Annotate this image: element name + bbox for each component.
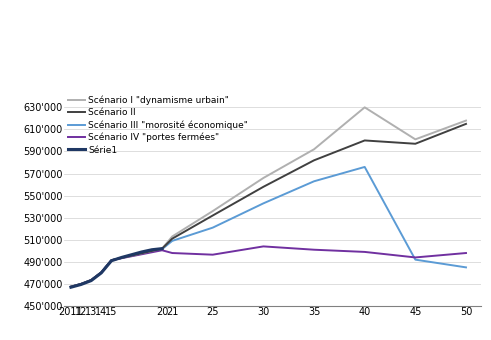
- Série1: [159, 246, 165, 251]
- Scénario I "dynamisme urbain": [159, 246, 165, 251]
- Scénario II: [169, 237, 175, 241]
- Scénario IV "portes fermées": [78, 282, 84, 286]
- Scénario II: [109, 258, 114, 262]
- Série1: [109, 259, 114, 263]
- Scénario III "morosité économique": [88, 278, 94, 282]
- Scénario I "dynamisme urbain": [260, 176, 266, 180]
- Line: Scénario III "morosité économique": Scénario III "morosité économique": [71, 167, 466, 287]
- Série1: [149, 248, 155, 252]
- Scénario II: [311, 158, 317, 163]
- Line: Scénario II: Scénario II: [71, 124, 466, 287]
- Scénario II: [260, 185, 266, 189]
- Scénario III "morosité économique": [412, 258, 418, 262]
- Scénario III "morosité économique": [311, 179, 317, 183]
- Scénario II: [78, 282, 84, 286]
- Série1: [129, 253, 135, 257]
- Série1: [88, 278, 94, 283]
- Legend: Scénario I "dynamisme urbain", Scénario II, Scénario III "morosité économique", : Scénario I "dynamisme urbain", Scénario …: [68, 96, 248, 155]
- Scénario III "morosité économique": [159, 247, 165, 251]
- Série1: [139, 250, 145, 254]
- Scénario IV "portes fermées": [210, 253, 216, 257]
- Scénario I "dynamisme urbain": [463, 119, 469, 123]
- Scénario II: [68, 285, 74, 289]
- Scénario IV "portes fermées": [68, 285, 74, 289]
- Scénario IV "portes fermées": [463, 251, 469, 255]
- Scénario IV "portes fermées": [98, 270, 104, 274]
- Scénario I "dynamisme urbain": [78, 282, 84, 286]
- Série1: [78, 283, 84, 287]
- Scénario II: [412, 142, 418, 146]
- Scénario IV "portes fermées": [412, 255, 418, 259]
- Scénario III "morosité économique": [109, 258, 114, 262]
- Scénario III "morosité économique": [169, 239, 175, 243]
- Scénario I "dynamisme urbain": [88, 278, 94, 282]
- Scénario II: [210, 214, 216, 218]
- Scénario IV "portes fermées": [169, 251, 175, 255]
- Scénario I "dynamisme urbain": [412, 137, 418, 141]
- Scénario III "morosité économique": [463, 265, 469, 269]
- Scénario I "dynamisme urbain": [311, 147, 317, 151]
- Série1: [119, 255, 125, 259]
- Scénario IV "portes fermées": [109, 258, 114, 262]
- Scénario I "dynamisme urbain": [362, 105, 368, 109]
- Scénario IV "portes fermées": [159, 248, 165, 252]
- Line: Série1: Série1: [71, 249, 162, 287]
- Scénario II: [463, 122, 469, 126]
- Scénario II: [159, 246, 165, 251]
- Line: Scénario IV "portes fermées": Scénario IV "portes fermées": [71, 246, 466, 287]
- Série1: [98, 271, 104, 275]
- Scénario III "morosité économique": [78, 282, 84, 286]
- Scénario I "dynamisme urbain": [210, 209, 216, 213]
- Scénario III "morosité économique": [68, 285, 74, 289]
- Scénario IV "portes fermées": [260, 244, 266, 249]
- Scénario I "dynamisme urbain": [109, 258, 114, 262]
- Scénario I "dynamisme urbain": [169, 234, 175, 238]
- Scénario III "morosité économique": [362, 165, 368, 169]
- Scénario I "dynamisme urbain": [98, 270, 104, 274]
- Série1: [68, 285, 74, 289]
- Scénario IV "portes fermées": [311, 248, 317, 252]
- Scénario IV "portes fermées": [362, 250, 368, 254]
- Scénario II: [88, 278, 94, 282]
- Scénario III "morosité économique": [210, 226, 216, 230]
- Scénario IV "portes fermées": [88, 278, 94, 282]
- Scénario II: [98, 270, 104, 274]
- Line: Scénario I "dynamisme urbain": Scénario I "dynamisme urbain": [71, 107, 466, 287]
- Scénario III "morosité économique": [260, 201, 266, 205]
- Scénario II: [362, 138, 368, 142]
- Scénario I "dynamisme urbain": [68, 285, 74, 289]
- Scénario III "morosité économique": [98, 270, 104, 274]
